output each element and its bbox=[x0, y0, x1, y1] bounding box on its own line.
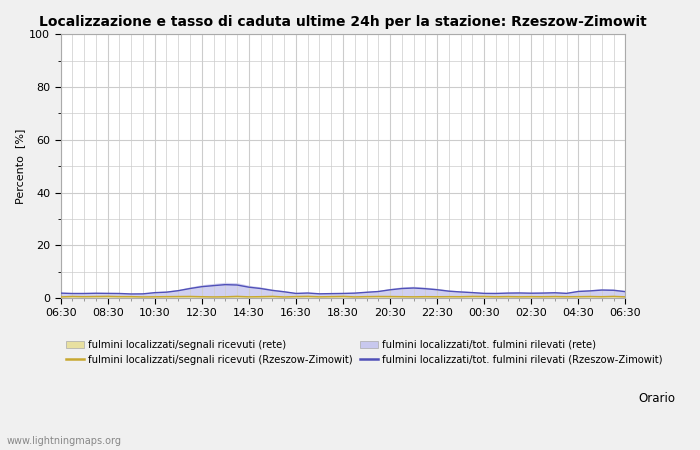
Title: Localizzazione e tasso di caduta ultime 24h per la stazione: Rzeszow-Zimowit: Localizzazione e tasso di caduta ultime … bbox=[39, 15, 647, 29]
Y-axis label: Percento  [%]: Percento [%] bbox=[15, 128, 25, 204]
Text: Orario: Orario bbox=[638, 392, 675, 405]
Text: www.lightningmaps.org: www.lightningmaps.org bbox=[7, 436, 122, 446]
Legend: fulmini localizzati/segnali ricevuti (rete), fulmini localizzati/segnali ricevut: fulmini localizzati/segnali ricevuti (re… bbox=[66, 340, 663, 365]
